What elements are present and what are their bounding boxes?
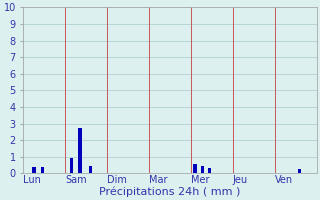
Bar [32, 167, 36, 173]
Bar [70, 158, 73, 173]
Bar [193, 164, 197, 173]
Bar [78, 128, 82, 173]
Bar [201, 166, 204, 173]
Bar [298, 169, 301, 173]
Bar [208, 168, 211, 173]
Bar [89, 166, 92, 173]
X-axis label: Précipitations 24h ( mm ): Précipitations 24h ( mm ) [99, 186, 241, 197]
Bar [41, 167, 44, 173]
